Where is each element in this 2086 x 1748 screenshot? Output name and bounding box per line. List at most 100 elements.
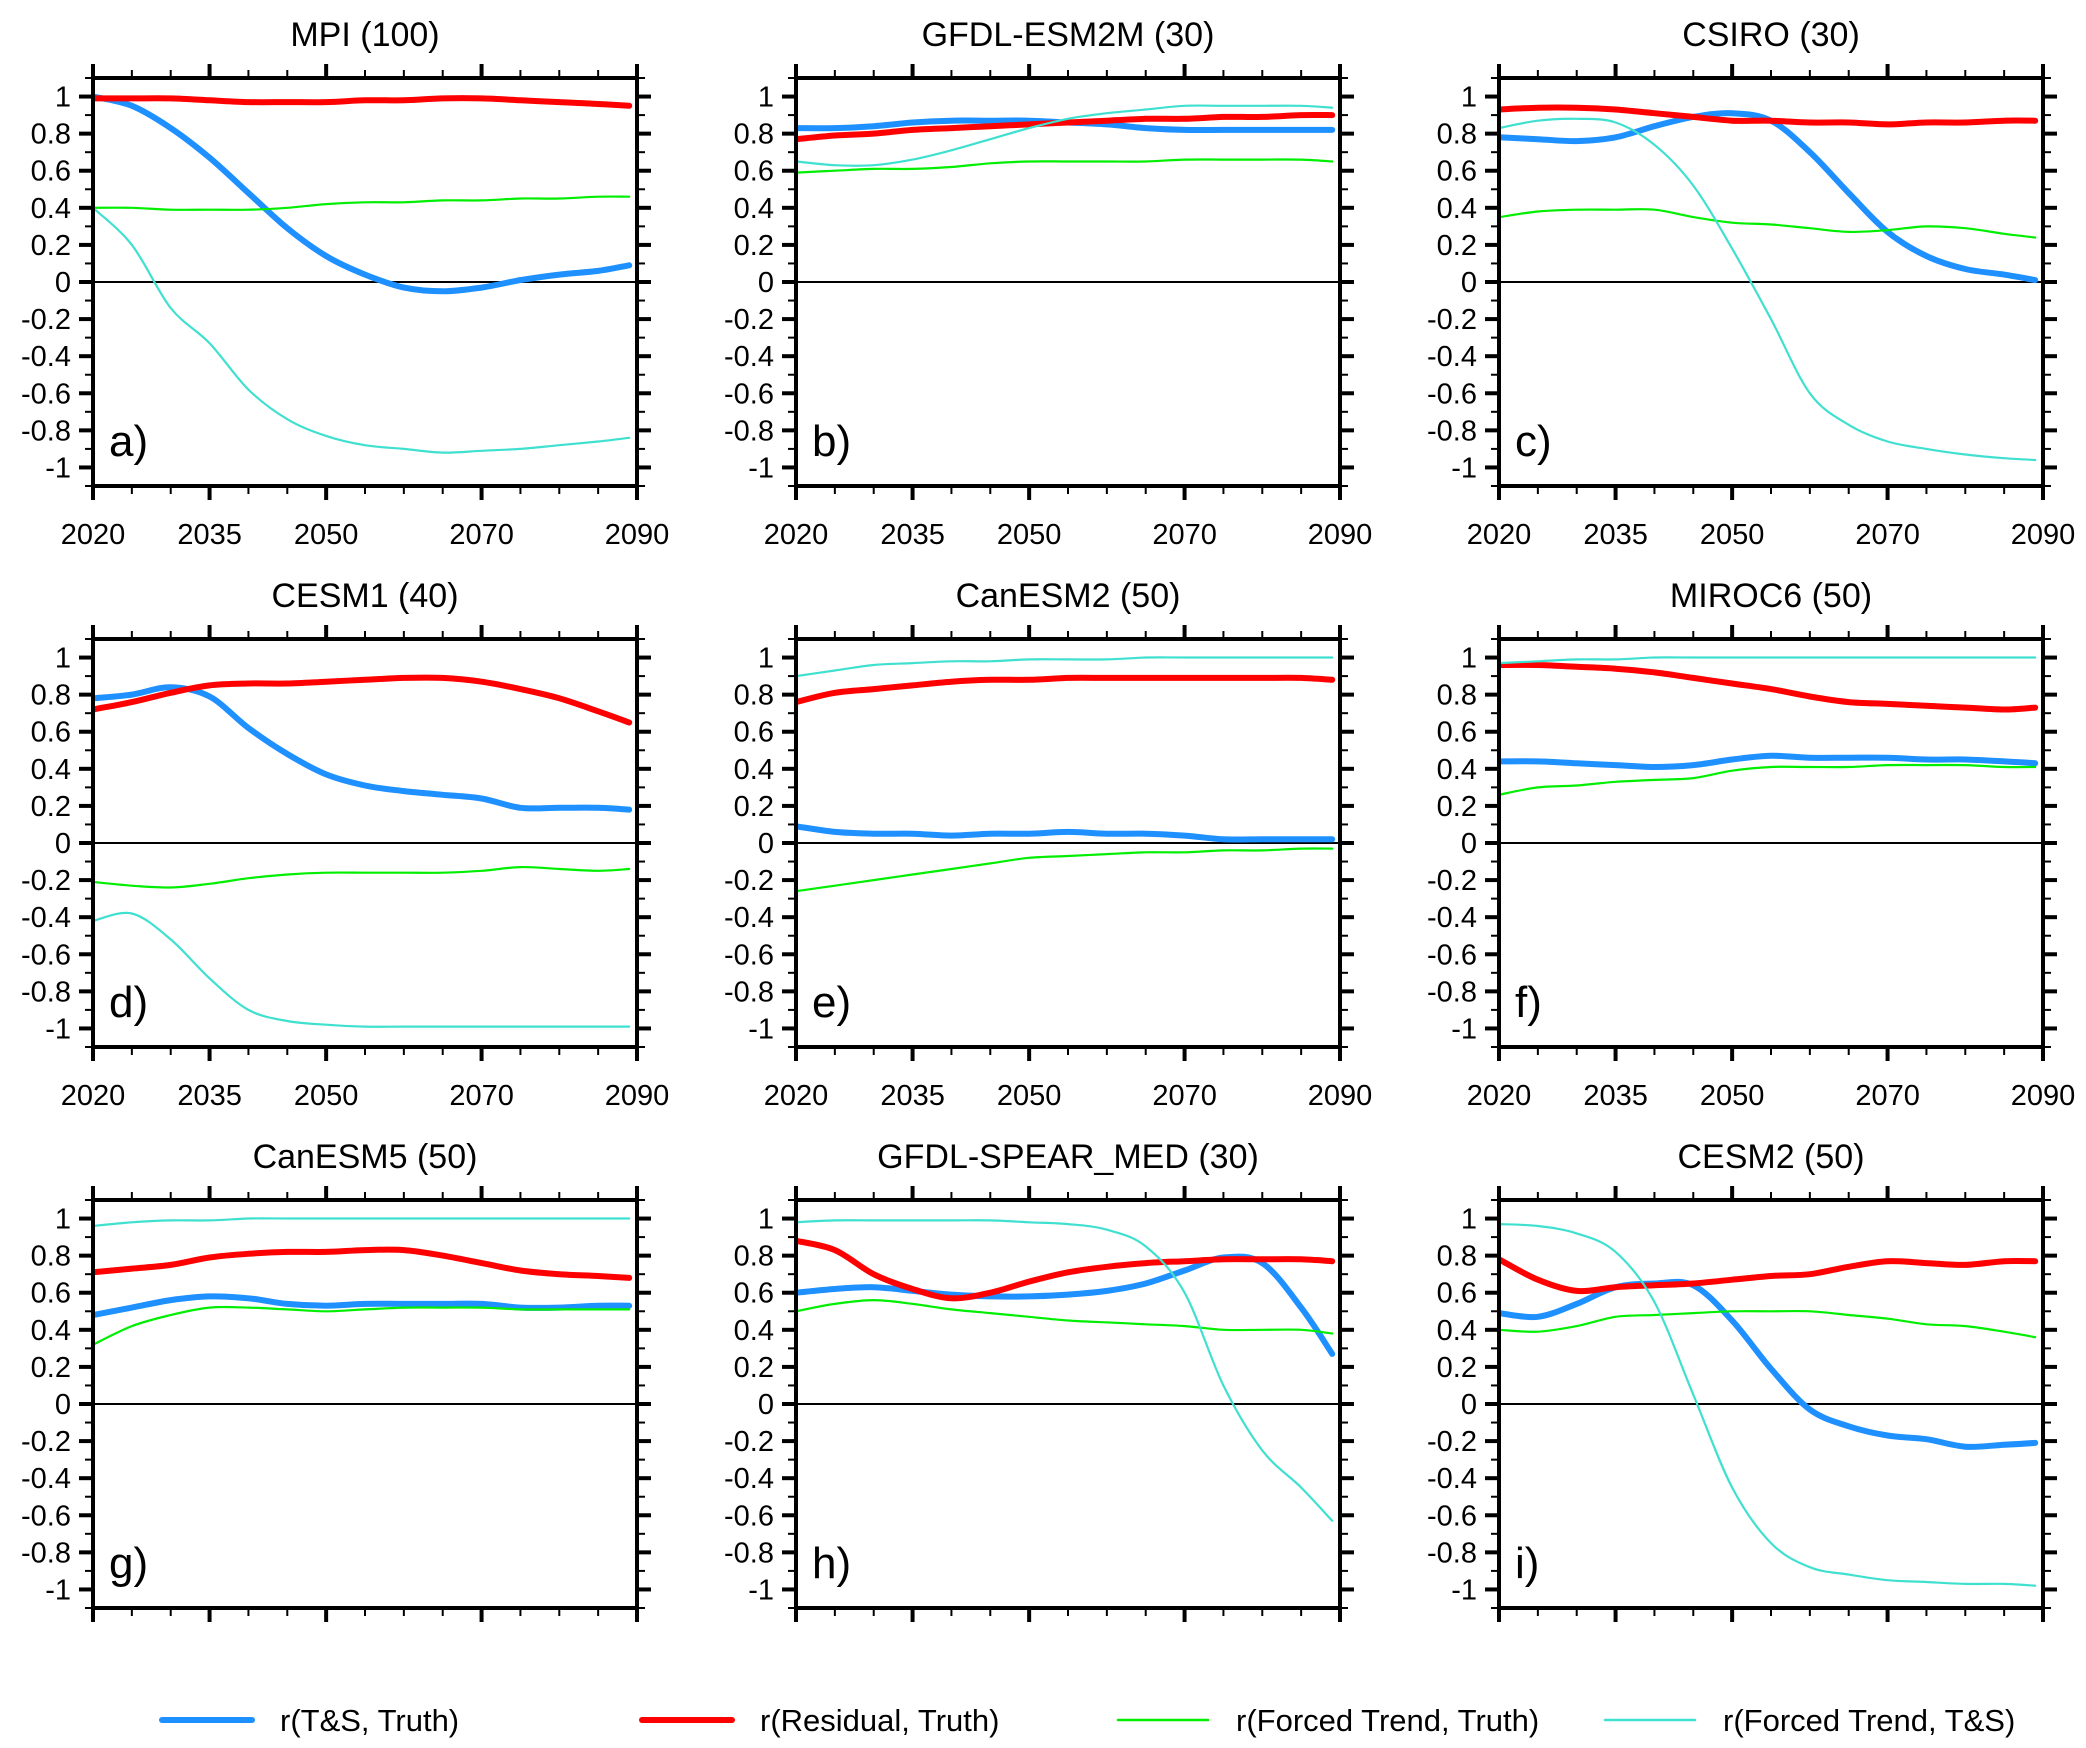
- y-tick-label: 0.6: [1437, 156, 1477, 188]
- series-line-ts-truth: [1499, 752, 2039, 770]
- panel-title: CESM2 (50): [1677, 1138, 1864, 1176]
- y-tick-label: -0.2: [724, 304, 774, 336]
- series-line-residual-truth: [93, 674, 633, 726]
- y-tick-label: 0.8: [31, 680, 71, 712]
- x-tick-label: 2020: [1467, 1080, 1532, 1112]
- x-tick-label: 2035: [177, 1080, 242, 1112]
- panel-letter: d): [109, 978, 148, 1027]
- x-tick-label: 2020: [1467, 519, 1532, 551]
- panel-e: CanESM2 (50) 1 0.8 0.6 0.4 0.2 0 -0.2 -0.4 -0.6 -0…: [724, 577, 1372, 1112]
- y-tick-label: 1: [55, 643, 71, 675]
- panel-title: CESM1 (40): [271, 577, 458, 615]
- panel-letter: c): [1515, 417, 1552, 466]
- y-tick-label: -0.6: [21, 1500, 71, 1532]
- panel-letter: g): [109, 1539, 148, 1588]
- series-line-forced-truth: [1499, 208, 2037, 239]
- y-tick-label: -0.4: [21, 341, 71, 373]
- series-line-forced-ts: [796, 1219, 1334, 1522]
- x-tick-label: 2050: [1700, 519, 1765, 551]
- y-tick-label: -0.4: [1427, 902, 1477, 934]
- y-tick-label: -0.8: [21, 415, 71, 447]
- y-tick-label: 0.4: [734, 754, 774, 786]
- series-line-forced-ts: [93, 206, 631, 454]
- y-tick-label: -0.6: [724, 939, 774, 971]
- y-tick-label: 0: [55, 267, 71, 299]
- y-tick-label: 0: [758, 267, 774, 299]
- series-line-forced-ts: [1499, 1223, 2037, 1587]
- series-line-forced-truth: [796, 847, 1334, 893]
- y-tick-label: -0.4: [1427, 341, 1477, 373]
- series-line-residual-truth: [1499, 1256, 2039, 1295]
- y-tick-label: -0.6: [1427, 1500, 1477, 1532]
- y-tick-label: 0.6: [31, 717, 71, 749]
- panel-letter: e): [812, 978, 851, 1027]
- series-line-residual-truth: [93, 95, 633, 109]
- y-tick-label: 0.8: [734, 119, 774, 151]
- y-tick-label: -0.2: [21, 304, 71, 336]
- legend-label: r(Residual, Truth): [760, 1703, 999, 1738]
- x-tick-label: 2020: [61, 1080, 126, 1112]
- series-line-forced-truth: [796, 158, 1334, 174]
- x-tick-label: 2070: [1152, 1080, 1217, 1112]
- panel-letter: i): [1515, 1539, 1539, 1588]
- x-tick-label: 2090: [605, 1080, 670, 1112]
- y-tick-label: 0.4: [1437, 193, 1477, 225]
- panel-d: CESM1 (40) 1 0.8 0.6 0.4 0.2 0 -0.2 -0.4 -0.6 -0.8…: [21, 577, 669, 1112]
- x-tick-label: 2070: [449, 1080, 514, 1112]
- x-tick-label: 2035: [1583, 519, 1648, 551]
- x-tick-label: 2035: [880, 1080, 945, 1112]
- panel-title: CanESM2 (50): [956, 577, 1181, 615]
- series-group: [93, 93, 633, 454]
- legend-label: r(T&S, Truth): [280, 1703, 459, 1738]
- y-tick-label: 0.8: [734, 1241, 774, 1273]
- y-tick-label: -0.6: [724, 378, 774, 410]
- legend-label: r(Forced Trend, Truth): [1236, 1703, 1539, 1738]
- y-tick-label: -1: [1451, 1013, 1477, 1045]
- y-tick-label: -0.4: [1427, 1463, 1477, 1495]
- y-tick-label: -1: [45, 1013, 71, 1045]
- y-tick-label: -0.6: [724, 1500, 774, 1532]
- y-tick-label: 0.6: [1437, 1278, 1477, 1310]
- panel-grid: MPI (100) 1 0.8 0.6 0.4 0.2 0 -0.2 -0.4 -0.6 -0.8 -…: [21, 16, 2075, 1622]
- y-tick-label: 0.8: [1437, 680, 1477, 712]
- x-tick-label: 2020: [61, 519, 126, 551]
- y-tick-label: 0.4: [31, 193, 71, 225]
- x-tick-label: 2070: [1152, 519, 1217, 551]
- y-tick-label: 0: [1461, 1389, 1477, 1421]
- series-group: [1499, 1223, 2039, 1587]
- legend: r(T&S, Truth) r(Residual, Truth) r(Forced …: [159, 1703, 2015, 1738]
- panel-a: MPI (100) 1 0.8 0.6 0.4 0.2 0 -0.2 -0.4 -0.6 -0.8 -…: [21, 16, 669, 551]
- y-tick-label: 0.2: [31, 1352, 71, 1384]
- y-tick-label: 0.8: [31, 119, 71, 151]
- series-group: [1499, 656, 2039, 796]
- series-line-forced-truth: [93, 865, 631, 889]
- series-line-ts-truth: [796, 823, 1336, 843]
- y-tick-label: -1: [1451, 452, 1477, 484]
- y-tick-label: 0.2: [1437, 1352, 1477, 1384]
- y-tick-label: 1: [1461, 82, 1477, 114]
- y-tick-label: -0.6: [21, 378, 71, 410]
- y-tick-label: 0.2: [734, 1352, 774, 1384]
- series-group: [93, 674, 633, 1028]
- series-group: [796, 656, 1336, 893]
- panel-letter: b): [812, 417, 851, 466]
- x-tick-label: 2070: [449, 519, 514, 551]
- x-tick-label: 2035: [177, 519, 242, 551]
- series-line-forced-truth: [796, 1299, 1334, 1335]
- y-tick-label: 0.2: [1437, 230, 1477, 262]
- y-tick-label: 0.2: [734, 230, 774, 262]
- x-tick-label: 2020: [764, 1080, 829, 1112]
- series-line-forced-ts: [1499, 656, 2037, 665]
- y-tick-label: 1: [1461, 1204, 1477, 1236]
- y-tick-label: 0.6: [734, 156, 774, 188]
- panel-letter: f): [1515, 978, 1542, 1027]
- y-tick-label: 1: [1461, 643, 1477, 675]
- y-tick-label: 1: [55, 82, 71, 114]
- series-line-forced-truth: [1499, 1309, 2037, 1339]
- y-tick-label: 0: [55, 828, 71, 860]
- series-line-forced-ts: [796, 104, 1334, 167]
- series-line-ts-truth: [93, 684, 633, 813]
- panel-b: GFDL-ESM2M (30) 1 0.8 0.6 0.4 0.2 0 -0.2 -0.4 -0.…: [724, 16, 1372, 551]
- y-tick-label: -1: [1451, 1574, 1477, 1606]
